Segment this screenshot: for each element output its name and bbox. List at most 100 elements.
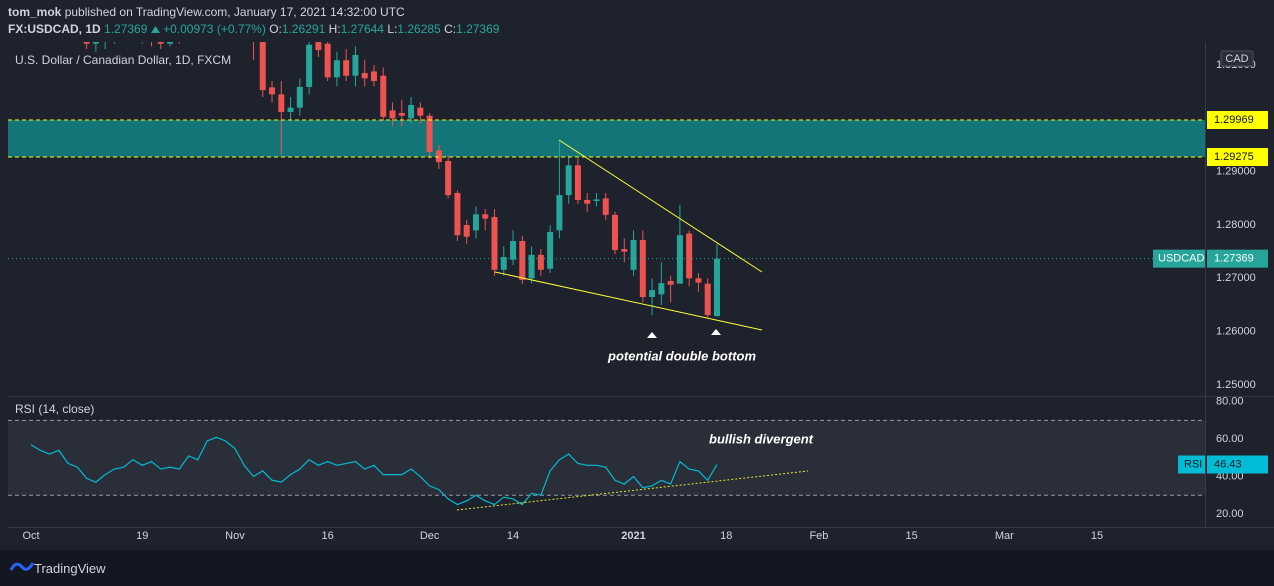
x-tick-label: 19 (136, 530, 148, 542)
candle-body (686, 233, 693, 279)
candle-body (510, 241, 517, 260)
byline-text: published on TradingView.com, January 17… (64, 5, 405, 19)
rsi-title: RSI (14, close) (15, 402, 94, 416)
last-price-label: 1.27369 (1214, 253, 1254, 265)
y-tick-label: 60.00 (1216, 433, 1244, 445)
y-tick-label: 1.28000 (1216, 219, 1256, 231)
candle-body (639, 239, 646, 297)
byline: tom_mok published on TradingView.com, Ja… (8, 5, 405, 19)
y-tick-label: 1.27000 (1216, 272, 1256, 284)
author: tom_mok (8, 5, 62, 19)
candle-body (621, 249, 628, 252)
candle-body (584, 199, 591, 204)
candle-body (556, 195, 563, 231)
candle-body (565, 165, 572, 196)
level-label-bg (1207, 148, 1268, 167)
candle-body (472, 214, 479, 231)
value: 1.26285 (397, 22, 441, 36)
up-arrow (150, 26, 160, 33)
candle-body (519, 241, 526, 280)
marker (711, 329, 721, 335)
chart-title: U.S. Dollar / Canadian Dollar, 1D, FXCM (15, 53, 231, 67)
candle-body (333, 60, 340, 78)
currency: CAD (1225, 53, 1248, 65)
ohlc-row: FX:USDCAD, 1D 1.27369 +0.00973 (+0.77%) … (8, 22, 499, 36)
candle-body (537, 254, 544, 270)
rsi-value: 46.43 (1214, 458, 1242, 470)
rsi-trendline (456, 470, 809, 511)
candle-body (602, 198, 609, 215)
zone (8, 120, 1205, 158)
candle-body (278, 94, 285, 112)
candle-body (157, 42, 164, 44)
y-tick-label: 1.26000 (1216, 326, 1256, 338)
candle-body (398, 113, 405, 116)
chart: 1.250001.260001.270001.280001.290001.310… (8, 42, 1274, 542)
x-tick-label: 15 (906, 530, 918, 542)
candle-body (259, 42, 266, 91)
footer: TradingView (0, 550, 1274, 586)
trendline-lower (494, 271, 763, 331)
candle-body (713, 258, 720, 317)
price: 1.27369 (104, 22, 148, 36)
candle-body (380, 75, 387, 117)
candle-body (630, 239, 637, 270)
candle-body (269, 87, 276, 95)
candle-body (528, 254, 535, 279)
candle-body (482, 214, 489, 219)
value: 1.27369 (456, 22, 500, 36)
rsi-line (30, 436, 718, 506)
x-tick-label: Nov (225, 530, 245, 542)
symbol: FX:USDCAD, 1D (8, 22, 101, 36)
candle-body (306, 44, 313, 87)
trendline-upper (558, 139, 763, 273)
last-name: USDCAD (1158, 253, 1205, 265)
rsi-band (8, 420, 1205, 496)
currency-badge (1220, 50, 1254, 67)
y-tick-label: 1.25000 (1216, 379, 1256, 391)
candle-body (593, 199, 600, 202)
x-tick-label: Feb (809, 530, 828, 542)
x-tick-label: 16 (322, 530, 334, 542)
candle-body (574, 165, 581, 200)
candle-body (704, 283, 711, 316)
brand: TradingView (34, 561, 106, 576)
candle-body (324, 43, 331, 78)
label: H: (328, 22, 341, 36)
x-tick-label: Dec (420, 530, 440, 542)
candle-body (343, 60, 350, 76)
value: 1.26291 (281, 22, 326, 36)
logo (10, 562, 34, 571)
candle-body (296, 86, 303, 108)
annotation: bullish divergent (709, 431, 814, 446)
candle-body (83, 42, 90, 44)
candle-body (370, 71, 377, 82)
candle-body (649, 290, 656, 297)
y-tick-label: 20.00 (1216, 508, 1244, 520)
x-tick-label: Mar (995, 530, 1014, 542)
level-label-bg (1207, 111, 1268, 130)
rsi-name: RSI (1184, 458, 1202, 470)
candle-body (352, 54, 359, 76)
label: L: (387, 22, 398, 36)
candle-body (658, 283, 665, 295)
candle-body (315, 42, 322, 51)
candle-body (361, 73, 368, 79)
value: 1.27644 (340, 22, 384, 36)
candle-body (445, 161, 452, 196)
x-tick-label: 2021 (621, 530, 645, 542)
label: O: (269, 22, 282, 36)
rsi-name-bg (1178, 455, 1205, 474)
level-label: 1.29275 (1214, 151, 1254, 163)
level-label: 1.29969 (1214, 114, 1254, 126)
candle-body (695, 278, 702, 283)
candle-body (426, 115, 433, 152)
candle-body (500, 256, 507, 270)
rsi-value-bg (1207, 455, 1268, 474)
x-tick-label: 15 (1091, 530, 1103, 542)
annotation: potential double bottom (607, 348, 756, 363)
candle-body (92, 42, 99, 44)
candle-body (389, 110, 396, 119)
candle-body (612, 214, 619, 251)
